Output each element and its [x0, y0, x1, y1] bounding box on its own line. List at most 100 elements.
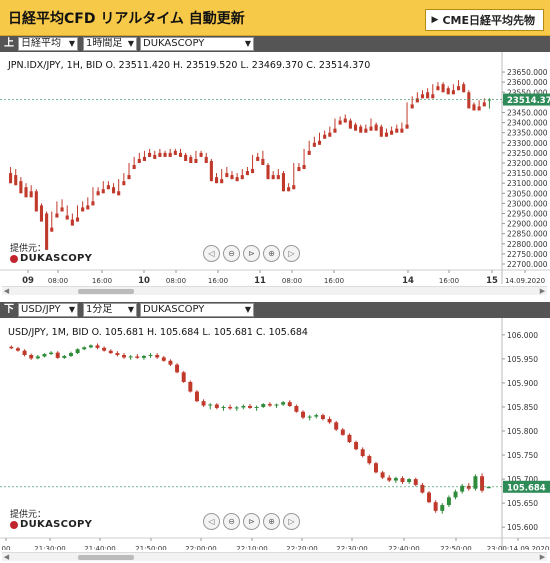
zoom-out-icon[interactable]: ⊖	[223, 513, 240, 530]
x-tick-label: 22:30:00	[336, 545, 367, 550]
candle-body	[466, 485, 471, 489]
zoom-in-icon[interactable]: ⊕	[263, 513, 280, 530]
top-timeframe-select[interactable]: 1時間足 ▼	[83, 37, 137, 51]
top-instrument-select[interactable]: 日経平均 ▼	[18, 37, 78, 51]
y-tick-label: 22750.000	[507, 250, 548, 259]
top-chart-scrollbar[interactable]: ◀ ▶	[2, 286, 547, 295]
bottom-timeframe-select[interactable]: 1分足 ▼	[83, 303, 137, 317]
candle-body	[199, 152, 203, 157]
candle-body	[102, 347, 107, 351]
top-chart-panel[interactable]: 23650.00023600.00023550.00023500.0002345…	[0, 52, 550, 284]
candle-body	[55, 213, 59, 218]
top-scroll-thumb[interactable]	[78, 289, 134, 294]
reset-icon[interactable]: ⊳	[243, 513, 260, 530]
cme-futures-button[interactable]: ▶ CME日経平均先物	[424, 9, 544, 31]
candle-body	[161, 357, 166, 361]
candle-body	[456, 86, 461, 91]
candle-body	[75, 217, 80, 222]
scroll-left-icon[interactable]: ◁	[203, 513, 220, 530]
zoom-in-icon[interactable]: ⊕	[263, 245, 280, 262]
scroll-left-icon[interactable]: ◀	[3, 553, 10, 561]
candle-body	[251, 169, 255, 174]
candle-body	[91, 201, 95, 206]
scroll-right-icon[interactable]: ▶	[539, 553, 546, 561]
candle-body	[261, 158, 265, 165]
candle-body	[354, 442, 359, 450]
y-tick-label: 23550.000	[507, 88, 548, 97]
bottom-chart-scrollbar[interactable]: ◀ ▶	[2, 552, 547, 561]
top-provider-select[interactable]: DUKASCOPY ▼	[140, 37, 254, 51]
candle-body	[173, 150, 177, 155]
candle-body	[451, 90, 455, 95]
reset-icon[interactable]: ⊳	[243, 245, 260, 262]
candle-body	[106, 185, 110, 190]
candle-body	[142, 156, 146, 161]
candle-body	[148, 152, 152, 157]
candle-body	[340, 429, 345, 435]
scroll-left-icon[interactable]: ◀	[3, 287, 10, 295]
y-tick-label: 23050.000	[507, 189, 548, 198]
candle-body	[333, 128, 337, 133]
candle-body	[70, 219, 74, 226]
x-tick-label: 08:00	[166, 277, 186, 284]
candle-body	[395, 128, 399, 133]
usdjpy-candlestick-chart[interactable]: 106.000 105.950 105.900 105.850 105.800 105.7…	[0, 318, 550, 550]
candle-body	[400, 478, 405, 482]
candle-body	[431, 94, 435, 99]
bottom-scroll-thumb[interactable]	[78, 555, 134, 560]
candle-body	[60, 207, 64, 212]
candle-body	[420, 484, 425, 493]
y-tick-label: 23000.000	[507, 199, 548, 208]
candle-body	[108, 350, 113, 354]
candle-body	[307, 416, 312, 418]
candle-body	[181, 372, 186, 382]
x-tick-label: 08:00	[48, 277, 68, 284]
x-tick-label: 22:20:00	[286, 545, 317, 550]
chevron-down-icon: ▼	[127, 305, 134, 314]
candle-body	[15, 348, 20, 351]
y-tick-label: 106.000	[507, 331, 538, 340]
dukascopy-logo-icon	[10, 254, 18, 263]
nikkei-candlestick-chart[interactable]: 23650.00023600.00023550.00023500.0002345…	[0, 52, 550, 284]
candle-body	[221, 406, 226, 408]
scroll-right-icon[interactable]: ▶	[539, 287, 546, 295]
candle-body	[158, 152, 162, 157]
candle-body	[294, 405, 299, 412]
candle-body	[188, 381, 193, 392]
scroll-right-icon[interactable]: ▷	[283, 245, 300, 262]
candle-body	[473, 476, 478, 489]
candle-body	[19, 181, 23, 194]
bottom-instrument-select[interactable]: USD/JPY ▼	[18, 303, 78, 317]
candle-body	[168, 360, 173, 365]
y-tick-label: 23100.000	[507, 179, 548, 188]
scroll-right-icon[interactable]: ▷	[283, 513, 300, 530]
bottom-label: 下	[4, 304, 14, 315]
candle-body	[360, 449, 365, 457]
candle-body	[55, 352, 60, 358]
top-label: 上	[4, 38, 14, 49]
scroll-left-icon[interactable]: ◁	[203, 245, 220, 262]
candle-body	[9, 346, 14, 349]
x-tick-label: 14	[402, 276, 414, 284]
candle-body	[446, 88, 450, 95]
bottom-provider-select[interactable]: DUKASCOPY ▼	[140, 303, 254, 317]
candle-body	[189, 156, 193, 163]
bottom-provider-label: 提供元：	[10, 510, 47, 520]
candle-body	[354, 124, 358, 131]
candle-body	[127, 175, 131, 180]
y-tick-label: 105.700	[507, 475, 538, 484]
chevron-down-icon: ▼	[68, 39, 75, 48]
chevron-down-icon: ▼	[127, 39, 134, 48]
zoom-out-icon[interactable]: ⊖	[223, 245, 240, 262]
y-tick-label: 105.650	[507, 499, 538, 508]
y-tick-label: 105.900	[507, 379, 538, 388]
candle-body	[467, 92, 471, 109]
y-tick-label: 23600.000	[507, 78, 548, 87]
candle-body	[367, 456, 372, 464]
candle-body	[364, 128, 368, 133]
price-tag	[503, 480, 550, 493]
bottom-chart-panel[interactable]: 106.000 105.950 105.900 105.850 105.800 105.7…	[0, 318, 550, 550]
x-tick-label: 08:00	[282, 277, 302, 284]
top-chart-nav: ◁ ⊖ ⊳ ⊕ ▷	[203, 245, 300, 262]
candle-body	[477, 106, 481, 111]
